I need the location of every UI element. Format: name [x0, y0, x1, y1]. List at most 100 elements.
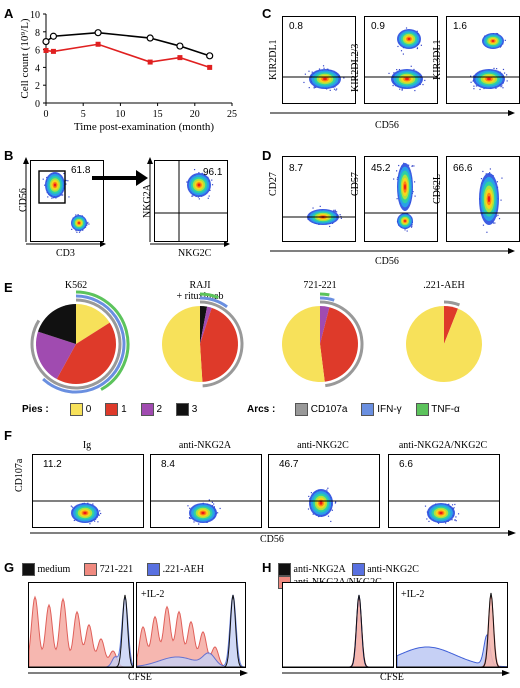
- panel-g-letter: G: [4, 560, 15, 575]
- legend-label: 2: [153, 404, 163, 416]
- gate-percentage: 66.6: [453, 163, 473, 174]
- histogram-trace: [397, 592, 507, 667]
- f-axis-arrow: [30, 530, 516, 536]
- a-y-tick-label: 2: [35, 81, 40, 92]
- legend-label: medium: [35, 563, 71, 575]
- b-ylabel-1: CD56: [18, 188, 29, 212]
- flow-population: [42, 172, 70, 199]
- flow-population: [482, 32, 506, 49]
- pie-arc: [319, 292, 330, 297]
- g-histogram-2: +IL-2: [136, 582, 246, 668]
- pie-slice: [76, 304, 110, 344]
- f-plot-title: anti-NKG2C: [297, 440, 349, 451]
- g-histogram-1: [28, 582, 134, 668]
- panel-c-axis-arrow: [270, 110, 515, 116]
- a-point: [95, 41, 101, 47]
- flow-population: [388, 65, 426, 92]
- pie-slice: [406, 306, 483, 382]
- panel-b-letter: B: [4, 148, 14, 163]
- a-y-tick-label: 0: [35, 99, 40, 110]
- a-point: [50, 48, 56, 54]
- h-histogram-1: [282, 582, 394, 668]
- a-y-tick-label: 6: [35, 46, 40, 57]
- panel-e-legend: Pies :: [22, 404, 49, 415]
- pies-label: Pies: [22, 404, 43, 415]
- flow-population: [397, 27, 422, 55]
- histogram-trace: [29, 595, 133, 667]
- flow-population: [479, 168, 503, 233]
- legend-swatch: [415, 403, 429, 416]
- flow-population: [424, 503, 460, 524]
- pie-title: 721-221: [303, 280, 336, 291]
- g-legend-item: .221-AEH: [147, 563, 204, 576]
- b-gate-arrow: [92, 170, 148, 186]
- f-plot-title: anti-NKG2A/NKG2C: [398, 440, 488, 451]
- panel-f-ylabel: CD107a: [14, 458, 25, 492]
- a-point: [147, 59, 153, 65]
- pie-slice: [200, 307, 238, 382]
- legend-swatch: [361, 403, 375, 416]
- gate-percentage: 46.7: [279, 459, 299, 470]
- a-point: [206, 52, 214, 60]
- a-x-tick-label: 20: [190, 109, 200, 120]
- gate-percentage: 96.1: [203, 167, 223, 178]
- c-ylabel: KIR2DL2/3: [350, 43, 361, 92]
- pie-slice: [200, 306, 212, 344]
- legend-swatch: [351, 563, 365, 576]
- legend-label: .221-AEH: [160, 563, 205, 575]
- legend-label: 1: [118, 404, 127, 416]
- a-point: [177, 55, 183, 61]
- a-point: [43, 47, 49, 53]
- a-series-line: [45, 31, 210, 57]
- h-histogram-2: +IL-2: [396, 582, 508, 668]
- il2-label: +IL-2: [141, 589, 165, 600]
- panel-d-xlabel: CD56: [375, 256, 399, 267]
- d-flow-plot: 8.7: [282, 156, 356, 242]
- d-ylabel: CD57: [350, 172, 361, 196]
- d-flow-plot: 45.2: [364, 156, 438, 242]
- c-flow-plot: 1.6: [446, 16, 520, 104]
- legend-swatch: [140, 403, 154, 416]
- histogram-trace: [137, 594, 245, 667]
- legend-label: 3: [189, 404, 198, 416]
- histogram-trace: [283, 594, 393, 667]
- flow-population: [303, 65, 345, 91]
- panel-d-letter: D: [262, 148, 272, 163]
- f-flow-plot: 6.6: [388, 454, 500, 528]
- legend-label: anti-NKG2A: [291, 563, 346, 575]
- legend-swatch: [176, 403, 190, 416]
- flow-population: [187, 499, 221, 525]
- gate-percentage: 1.6: [453, 21, 467, 32]
- pie-arc: [199, 292, 219, 299]
- a-x-tick-label: 5: [81, 109, 86, 120]
- c-ylabel: KIR3DL1: [432, 39, 443, 80]
- g-legend-item: 721-221: [84, 563, 133, 576]
- pie-slice: [56, 322, 117, 384]
- a-y-tick-label: 10: [30, 10, 40, 21]
- b-flow-plot-1: 61.8: [30, 160, 104, 242]
- b-flow-plot-2: 96.1: [154, 160, 228, 242]
- flow-population: [396, 212, 413, 232]
- a-point: [94, 29, 102, 37]
- b-ylabel-2: NKG2A: [142, 184, 153, 218]
- gate-box: [38, 170, 66, 204]
- pie-arc: [75, 290, 130, 391]
- pie-slice: [281, 306, 325, 382]
- flow-population: [186, 168, 214, 200]
- legend-label: IFN-γ: [374, 404, 402, 416]
- pie-arc: [319, 300, 364, 388]
- pie-legend-item: 2: [140, 403, 163, 416]
- arc-legend-item: IFN-γ: [361, 403, 402, 416]
- panel-f-letter: F: [4, 428, 12, 443]
- pie-title: K562: [65, 280, 87, 291]
- b-xlabel-2: NKG2C: [178, 248, 212, 259]
- gate-percentage: 11.2: [43, 459, 62, 470]
- legend-label: anti-NKG2C: [364, 563, 419, 575]
- h-axis-arrow: [282, 670, 510, 676]
- arc-legend-item: CD107a: [295, 403, 347, 416]
- arcs-legend-title: Arcs :: [247, 404, 276, 415]
- a-x-tick-label: 0: [44, 109, 49, 120]
- gate-percentage: 6.6: [399, 459, 413, 470]
- h-legend-item: anti-NKG2A: [278, 563, 346, 576]
- panel-f-xlabel: CD56: [260, 534, 284, 545]
